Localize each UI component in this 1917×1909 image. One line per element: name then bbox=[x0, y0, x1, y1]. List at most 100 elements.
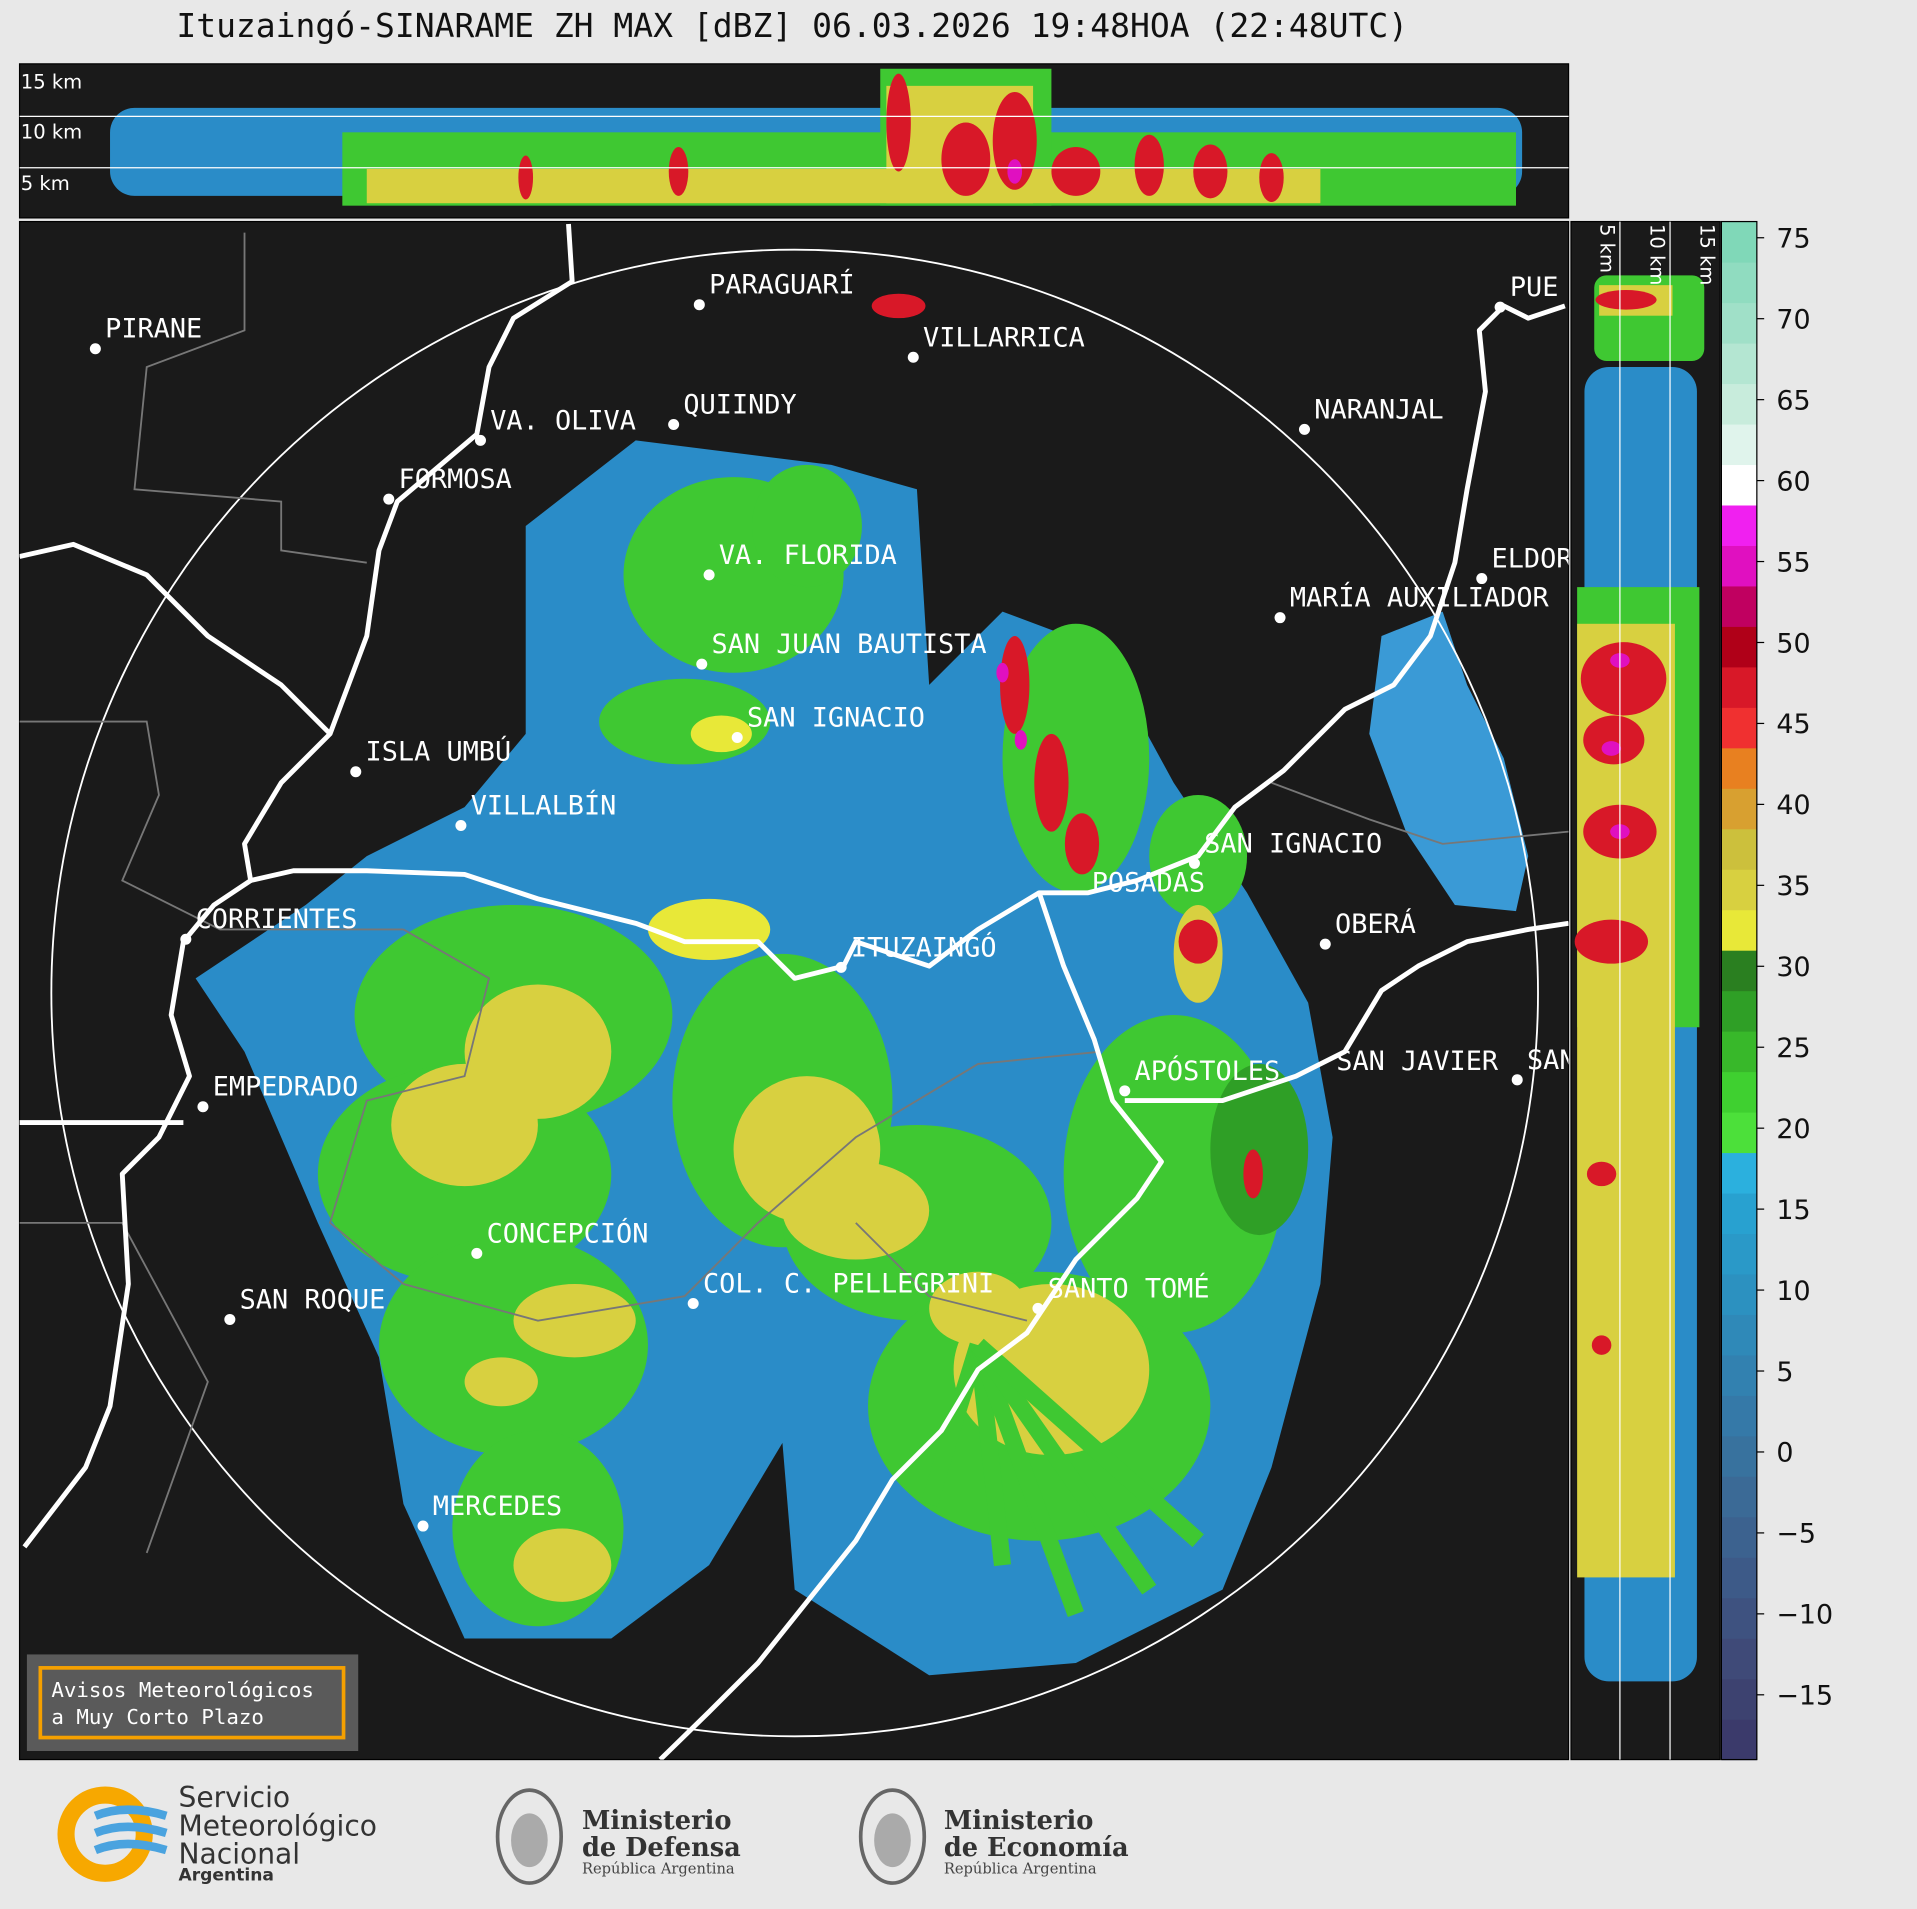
colorbar-band bbox=[1721, 585, 1757, 627]
radar-echo bbox=[513, 1528, 612, 1602]
radar-echo bbox=[1210, 1063, 1309, 1236]
province-line bbox=[855, 1222, 1028, 1322]
range-ring bbox=[50, 248, 1539, 1738]
city-dot bbox=[687, 1298, 699, 1310]
logo-text: Argentina bbox=[178, 1866, 273, 1886]
colorbar-tick-label: 20 bbox=[1776, 1114, 1810, 1145]
city-label: SAN JUAN BAUTISTA bbox=[712, 629, 987, 660]
notice-text: a Muy Corto Plazo bbox=[51, 1705, 264, 1729]
city-dot bbox=[350, 766, 362, 778]
colorbar-tick-label: 25 bbox=[1776, 1033, 1810, 1064]
river bbox=[658, 891, 1164, 1760]
city-label: FORMOSA bbox=[399, 464, 512, 495]
radar-echo bbox=[1595, 290, 1657, 310]
colorbar-tick-label: 35 bbox=[1776, 871, 1810, 902]
radar-ray bbox=[971, 1340, 1157, 1595]
radar-echo bbox=[1064, 813, 1100, 875]
city-label: VILLARRICA bbox=[923, 322, 1085, 353]
colorbar-band bbox=[1721, 342, 1757, 385]
city-dot bbox=[471, 1247, 483, 1259]
title: Ituzaingó-SINARAME ZH MAX [dBZ] 06.03.20… bbox=[176, 6, 1408, 45]
height-label: 15 km bbox=[21, 70, 82, 93]
colorbar-tick-label: 10 bbox=[1776, 1276, 1810, 1307]
radar-echo bbox=[599, 678, 771, 765]
city-label: VA. FLORIDA bbox=[719, 540, 897, 571]
colorbar-band bbox=[1721, 1314, 1757, 1356]
radar-echo bbox=[886, 73, 911, 172]
emblem bbox=[511, 1813, 548, 1868]
city-label: SAN JAVIER bbox=[1336, 1046, 1499, 1077]
colorbar-tick-label: −5 bbox=[1776, 1519, 1816, 1550]
city-label: PIRANE bbox=[105, 314, 202, 345]
radar-echo bbox=[1000, 636, 1030, 734]
radar-echo bbox=[647, 898, 771, 961]
city-label: EMPEDRADO bbox=[213, 1072, 359, 1103]
colorbar-band bbox=[1721, 1476, 1757, 1518]
city-label: SAN ROQUE bbox=[240, 1284, 386, 1315]
radar-echo bbox=[513, 1283, 636, 1358]
height-label: 10 km bbox=[1645, 224, 1668, 285]
colorbar-band bbox=[1721, 1597, 1757, 1639]
colorbar-tick-label: 15 bbox=[1776, 1195, 1810, 1226]
radar-echo bbox=[1583, 715, 1645, 765]
colorbar-band bbox=[1721, 221, 1757, 263]
side-panel-echoes bbox=[1574, 275, 1705, 1682]
city-dot bbox=[383, 493, 395, 505]
city-dot bbox=[455, 820, 467, 832]
city-label: NARANJAL bbox=[1314, 394, 1443, 425]
radar-echo bbox=[1193, 144, 1228, 199]
colorbar-tick-label: 55 bbox=[1776, 547, 1810, 578]
colorbar-band bbox=[1721, 1152, 1757, 1194]
radar-echo bbox=[1591, 1335, 1612, 1355]
city-label: SAN IGNACIO bbox=[747, 702, 925, 733]
colorbar-band bbox=[1721, 909, 1757, 951]
city-label: QUIINDY bbox=[683, 390, 796, 421]
city-label: ITUZAINGÓ bbox=[851, 931, 997, 963]
city-label: VILLALBÍN bbox=[471, 790, 617, 822]
city-dot bbox=[1274, 612, 1286, 624]
colorbar-tick-label: 40 bbox=[1776, 790, 1810, 821]
radar-echo bbox=[941, 122, 991, 196]
logo-text: República Argentina bbox=[582, 1860, 735, 1877]
notice-text: Avisos Meteorológicos bbox=[51, 1678, 314, 1702]
radar-echo bbox=[1586, 1161, 1617, 1187]
radar-echo bbox=[1369, 611, 1529, 912]
colorbar-band bbox=[1721, 1111, 1757, 1154]
radar-echo bbox=[518, 155, 534, 200]
colorbar-band bbox=[1721, 262, 1757, 304]
city-dot bbox=[1119, 1085, 1131, 1097]
city-dot bbox=[197, 1101, 209, 1113]
radar-echo bbox=[668, 146, 689, 196]
emblem bbox=[858, 1788, 927, 1885]
colorbar-band bbox=[1721, 1192, 1757, 1235]
city-dot bbox=[474, 434, 486, 446]
top-panel-echoes bbox=[110, 68, 1523, 206]
colorbar-tick-label: 30 bbox=[1776, 952, 1810, 983]
city-label: MARÍA AUXILIADOR bbox=[1290, 582, 1550, 614]
emblem bbox=[495, 1788, 563, 1885]
city-dot bbox=[703, 569, 715, 581]
city-dot bbox=[731, 731, 743, 743]
colorbar-band bbox=[1721, 545, 1757, 587]
logo-ring bbox=[57, 1786, 153, 1882]
colorbar-band bbox=[1721, 423, 1757, 466]
smn-logo: Servicio Meteorológico Nacional Argentin… bbox=[57, 1781, 377, 1886]
radar-echo bbox=[1601, 741, 1622, 756]
colorbar-tick-label: 0 bbox=[1776, 1438, 1793, 1469]
colorbar-band bbox=[1721, 626, 1757, 668]
radar-echo bbox=[1577, 623, 1675, 1578]
emblem bbox=[874, 1813, 911, 1868]
colorbar-band bbox=[1721, 666, 1757, 708]
city-label: SAN IGNACIO bbox=[1204, 828, 1382, 859]
logo-text: Nacional bbox=[178, 1837, 300, 1870]
city-label: ELDOR bbox=[1492, 544, 1574, 575]
radar-echo bbox=[1580, 642, 1667, 716]
defensa-logo: Ministerio de Defensa República Argentin… bbox=[495, 1788, 741, 1885]
river bbox=[19, 541, 332, 736]
height-label: 10 km bbox=[21, 120, 82, 143]
city-label: CORRIENTES bbox=[196, 904, 358, 935]
colorbar-band bbox=[1721, 302, 1757, 344]
radar-ray bbox=[972, 1338, 1204, 1548]
